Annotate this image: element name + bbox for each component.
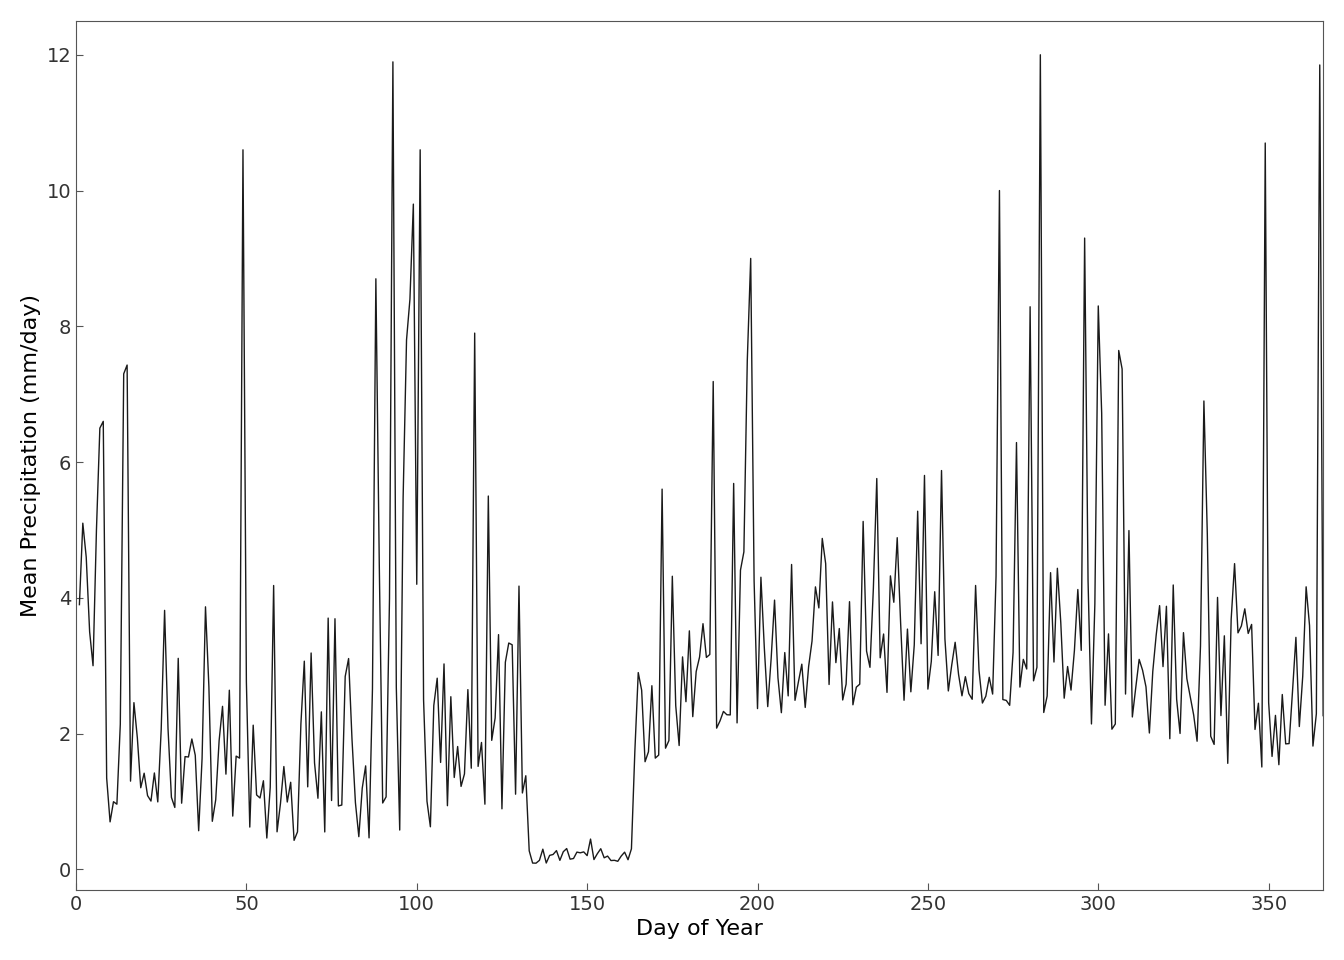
X-axis label: Day of Year: Day of Year bbox=[636, 919, 763, 939]
Y-axis label: Mean Precipitation (mm/day): Mean Precipitation (mm/day) bbox=[22, 294, 40, 616]
